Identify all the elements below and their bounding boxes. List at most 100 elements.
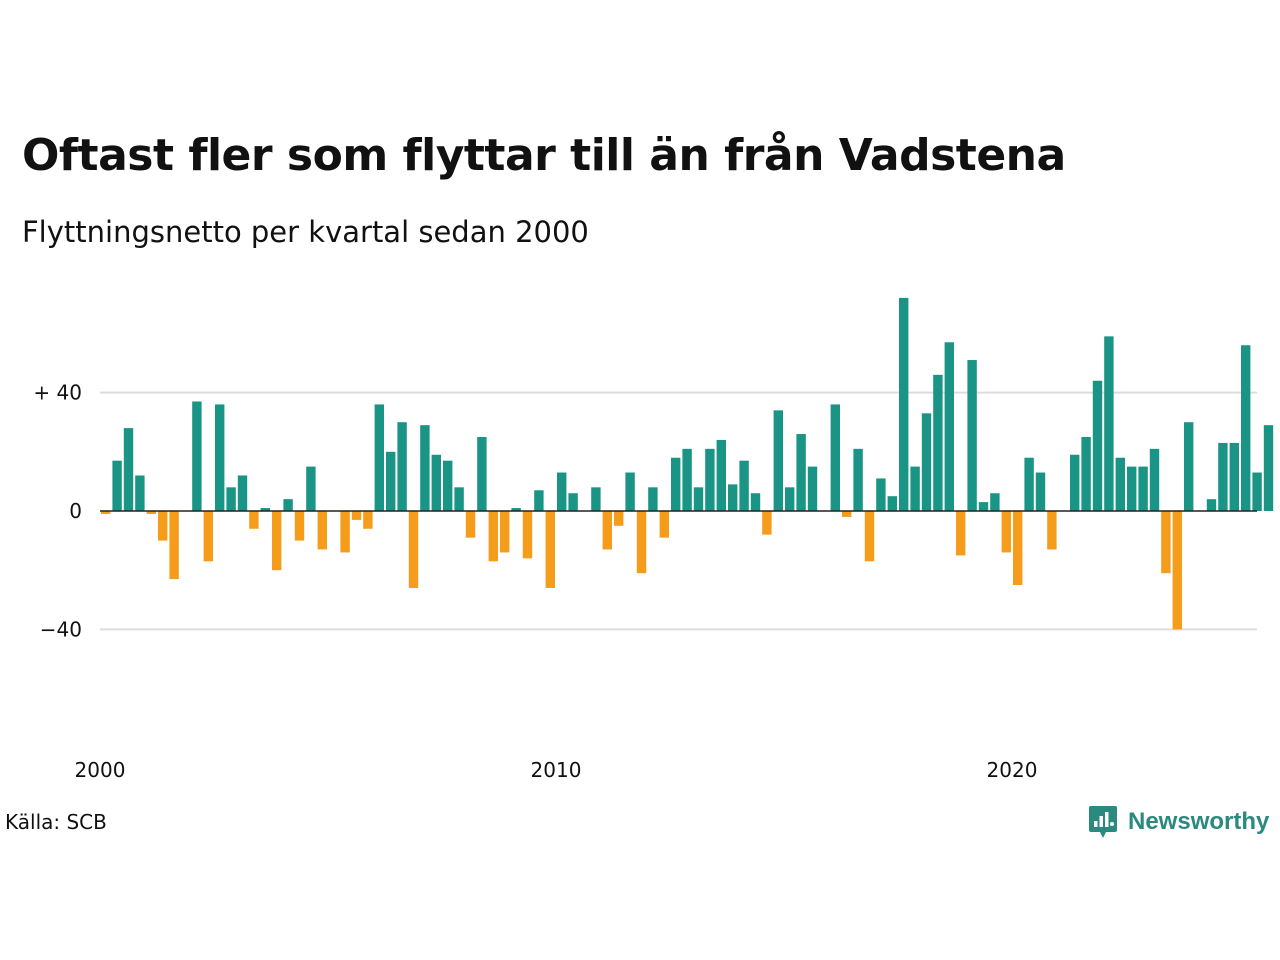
- bar: [853, 448, 863, 511]
- bar: [272, 511, 282, 571]
- bar: [1047, 511, 1057, 550]
- bar: [750, 493, 761, 511]
- bar: [693, 487, 704, 511]
- x-axis: 2000 2010 2020: [75, 758, 1038, 782]
- bar: [1172, 511, 1182, 630]
- bar: [648, 487, 658, 511]
- brand-logo[interactable]: Newsworthy: [1088, 804, 1269, 840]
- bar: [614, 511, 624, 526]
- bar: [306, 466, 316, 511]
- bars: [101, 297, 1274, 630]
- grid-lines: [100, 391, 1257, 631]
- bar: [101, 511, 111, 514]
- bar: [294, 511, 305, 541]
- bar: [842, 511, 852, 517]
- bar: [363, 511, 373, 529]
- bar: [659, 511, 669, 538]
- bar: [625, 472, 635, 511]
- bar: [899, 297, 909, 511]
- newsworthy-logo-icon: [1089, 806, 1117, 838]
- bar: [1013, 511, 1023, 585]
- bar: [169, 511, 179, 580]
- y-tick-label: + 40: [33, 381, 82, 405]
- bar: [146, 511, 156, 514]
- bar: [773, 410, 783, 511]
- bar: [921, 413, 932, 511]
- bar: [1161, 511, 1171, 574]
- bar: [864, 511, 875, 562]
- bar: [956, 511, 966, 556]
- bar: [568, 493, 578, 511]
- bar: [1263, 425, 1274, 511]
- bar: [158, 511, 168, 541]
- y-axis: + 40 0 −40: [33, 381, 82, 642]
- x-tick-label: 2020: [987, 758, 1038, 782]
- bar: [1001, 511, 1011, 553]
- bar: [386, 451, 396, 511]
- bar: [1206, 499, 1217, 511]
- bar: [990, 493, 1000, 511]
- bar: [237, 475, 248, 511]
- bar: [591, 487, 601, 511]
- bar: [762, 511, 772, 535]
- brand-name: Newsworthy: [1128, 808, 1270, 835]
- bar: [978, 502, 989, 511]
- y-tick-label: −40: [40, 617, 82, 641]
- bar: [420, 425, 430, 511]
- bar: [397, 422, 407, 511]
- bar: [1081, 437, 1091, 511]
- bar: [944, 342, 954, 511]
- bar: [408, 511, 419, 588]
- chart-title: Oftast fler som flyttar till än från Vad…: [22, 130, 1066, 181]
- bar: [260, 508, 270, 511]
- bar: [636, 511, 647, 574]
- source-note: Källa: SCB: [5, 810, 107, 834]
- bar: [443, 460, 453, 511]
- bar: [431, 454, 441, 511]
- bar: [682, 448, 692, 511]
- bar: [933, 374, 943, 511]
- y-tick-label: 0: [69, 499, 82, 523]
- bar: [215, 404, 225, 511]
- bar: [1115, 457, 1125, 511]
- bar: [374, 404, 384, 511]
- bar: [557, 472, 567, 511]
- bar: [705, 448, 715, 511]
- bar: [192, 401, 202, 511]
- bar: [887, 496, 897, 511]
- bar: [1149, 448, 1160, 511]
- bar: [135, 475, 145, 511]
- bar: [739, 460, 749, 511]
- bar: [500, 511, 510, 553]
- bar: [785, 487, 795, 511]
- bar: [203, 511, 213, 562]
- bar: [602, 511, 612, 550]
- bar: [522, 511, 533, 559]
- bar: [511, 508, 521, 511]
- bar: [340, 511, 350, 553]
- bar: [226, 487, 236, 511]
- bar: [830, 404, 840, 511]
- bar: [1241, 345, 1251, 511]
- bar: [967, 360, 977, 511]
- bar: [728, 484, 738, 511]
- bar: [454, 487, 464, 511]
- bar: [910, 466, 920, 511]
- bar: [123, 428, 134, 511]
- bar: [465, 511, 476, 538]
- bar: [1138, 466, 1148, 511]
- chart: + 40 0 −40 2000 2010 2020: [33, 297, 1274, 782]
- bar: [1035, 472, 1046, 511]
- bar: [671, 457, 681, 511]
- bar: [716, 439, 726, 511]
- bar: [488, 511, 498, 562]
- bar: [1252, 472, 1262, 511]
- bar: [1229, 442, 1239, 511]
- bar: [1127, 466, 1137, 511]
- bar: [1070, 454, 1080, 511]
- bar: [283, 499, 293, 511]
- bar: [796, 434, 806, 511]
- chart-subtitle: Flyttningsnetto per kvartal sedan 2000: [22, 215, 589, 249]
- bar: [477, 437, 487, 511]
- bar: [1218, 442, 1228, 511]
